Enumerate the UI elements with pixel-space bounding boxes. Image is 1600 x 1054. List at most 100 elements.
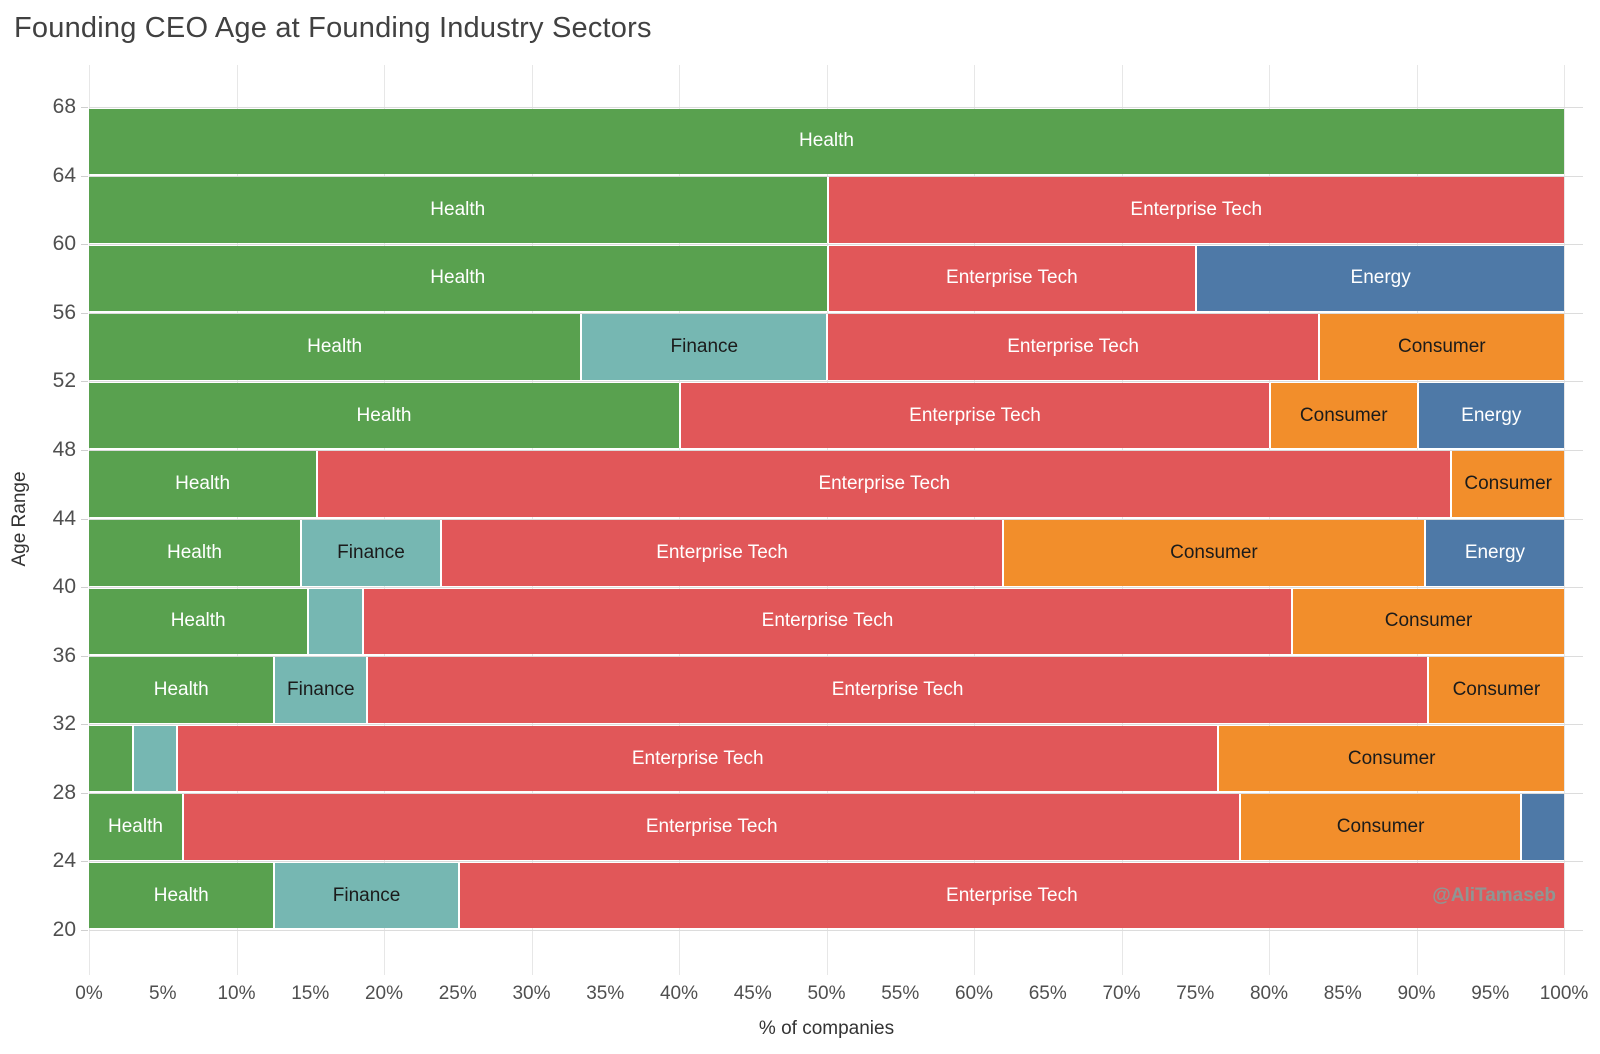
gridline-vertical [1564, 65, 1565, 975]
bar-segment[interactable]: Consumer [1269, 382, 1417, 449]
bar-segment-label: Enterprise Tech [1130, 198, 1263, 220]
bar-segment[interactable]: Enterprise Tech [679, 382, 1269, 449]
bar-segment[interactable]: Enterprise Tech [181, 794, 1240, 860]
bar-segment-label: Enterprise Tech [946, 884, 1078, 906]
y-tick-label: 40 [52, 575, 76, 599]
bar-segment[interactable]: Energy [1423, 520, 1564, 586]
bar-segment[interactable]: Enterprise Tech [440, 520, 1003, 586]
bar-segment-label: Finance [670, 336, 739, 358]
bar-segment[interactable]: Health [89, 588, 308, 655]
bar-segment[interactable]: Enterprise Tech [826, 177, 1564, 243]
bar-segment[interactable]: Enterprise Tech [457, 862, 1564, 929]
bar-segment-label: Health [170, 610, 226, 632]
age-band-row: Health Finance Enterprise Tech Consumer [89, 657, 1564, 723]
y-tick-label: 44 [52, 506, 76, 530]
age-band-row: Enterprise Tech Consumer [89, 725, 1564, 792]
bar-segment-label: Enterprise Tech [946, 267, 1078, 289]
bar-segment[interactable]: Consumer [1426, 657, 1564, 723]
x-tick-label: 5% [149, 983, 177, 1004]
y-tick-label: 56 [52, 300, 76, 324]
age-band-row: Health [89, 108, 1564, 175]
bar-segment-label: Health [799, 130, 854, 152]
y-tick-label: 52 [52, 369, 76, 393]
bar-segment-label: Health [430, 267, 486, 289]
bar-segment[interactable]: Consumer [1450, 451, 1564, 517]
x-tick-label: 70% [1102, 983, 1141, 1004]
bar-segment[interactable]: Enterprise Tech [176, 725, 1218, 792]
gridline-horizontal [89, 312, 1583, 314]
x-tick-label: 90% [1397, 983, 1436, 1004]
bar-segment[interactable]: Consumer [1217, 725, 1564, 792]
bar-segment[interactable]: Consumer [1239, 794, 1520, 860]
bar-segment-label: Consumer [1464, 473, 1553, 495]
x-tick-label: 15% [291, 983, 330, 1004]
bar-segment[interactable]: Health [89, 382, 679, 449]
bar-segment[interactable]: Finance [580, 314, 827, 380]
x-tick-label: 50% [807, 983, 846, 1004]
watermark: @AliTamaseb [1432, 885, 1556, 906]
x-tick-label: 0% [75, 983, 103, 1004]
y-tick-mark [81, 175, 88, 177]
bar-segment[interactable]: Enterprise Tech [361, 588, 1292, 655]
x-tick-label: 10% [217, 983, 256, 1004]
bar-segment[interactable]: Enterprise Tech [316, 451, 1451, 517]
y-tick-label: 24 [52, 849, 76, 873]
y-tick-mark [81, 449, 88, 451]
bar-segment-label: Enterprise Tech [631, 747, 764, 769]
age-band-row: Health Enterprise Tech Energy [89, 245, 1564, 312]
bar-segment-label: Finance [337, 541, 405, 563]
y-tick-mark [81, 930, 88, 931]
y-tick-mark [81, 244, 88, 246]
bar-segment[interactable]: Finance [299, 520, 441, 586]
y-tick-mark [81, 655, 88, 657]
bar-segment[interactable] [307, 588, 362, 655]
y-tick-mark [81, 792, 88, 794]
gridline-horizontal [89, 792, 1583, 794]
age-band-row: Health Enterprise Tech Consumer [89, 794, 1564, 860]
bar-segment[interactable]: Finance [273, 657, 367, 723]
bar-segment[interactable]: Finance [273, 862, 458, 929]
gridline-horizontal [89, 518, 1583, 520]
x-tick-label: 20% [364, 983, 404, 1004]
chart-title: Founding CEO Age at Founding Industry Se… [14, 12, 652, 44]
bar-segment[interactable]: Consumer [1291, 588, 1564, 655]
bar-segment[interactable]: Enterprise Tech [826, 245, 1196, 312]
bar-segment[interactable]: Consumer [1317, 314, 1564, 380]
gridline-horizontal [89, 175, 1583, 177]
bar-segment[interactable]: Health [89, 245, 827, 312]
bar-segment-label: Energy [1350, 267, 1411, 289]
bar-segment[interactable]: Health [89, 314, 581, 380]
bar-segment[interactable]: Enterprise Tech [826, 314, 1318, 380]
bar-segment[interactable]: Enterprise Tech [366, 657, 1427, 723]
age-band-row: Health Enterprise Tech Consumer [89, 588, 1564, 655]
bar-segment[interactable] [131, 725, 177, 792]
x-tick-label: 65% [1028, 983, 1067, 1004]
bar-segment-label: Enterprise Tech [909, 404, 1041, 426]
bar-segment[interactable]: Consumer [1002, 520, 1424, 586]
bar-segment[interactable]: Health [89, 520, 300, 586]
x-tick-label: 80% [1249, 983, 1289, 1004]
age-band-row: Health Enterprise Tech Consumer Energy [89, 382, 1564, 449]
bar-segment-label: Health [430, 198, 486, 220]
bar-segment-label: Consumer [1347, 747, 1436, 769]
bar-segment[interactable]: Health [89, 451, 317, 517]
bar-segment[interactable]: Energy [1195, 245, 1564, 312]
gridline-horizontal [89, 107, 1583, 108]
bar-segment[interactable]: Health [89, 108, 1564, 175]
x-tick-label: 85% [1323, 983, 1362, 1004]
age-band-row: Health Finance Enterprise Tech Consumer [89, 314, 1564, 380]
bar-segment[interactable]: Health [89, 177, 827, 243]
x-axis-title: % of companies [758, 1018, 895, 1039]
bar-segment[interactable]: Health [89, 862, 274, 929]
age-band-row: Health Finance Enterprise Tech [89, 862, 1564, 929]
y-tick-label: 36 [52, 643, 76, 667]
bar-segment[interactable]: Health [89, 657, 274, 723]
bar-segment[interactable] [89, 725, 132, 792]
bar-segment-label: Consumer [1170, 541, 1258, 563]
bar-segment-label: Consumer [1299, 404, 1388, 426]
bar-segment[interactable]: Health [89, 794, 182, 860]
bar-segment[interactable] [1519, 794, 1564, 860]
bar-segment[interactable]: Energy [1416, 382, 1564, 449]
